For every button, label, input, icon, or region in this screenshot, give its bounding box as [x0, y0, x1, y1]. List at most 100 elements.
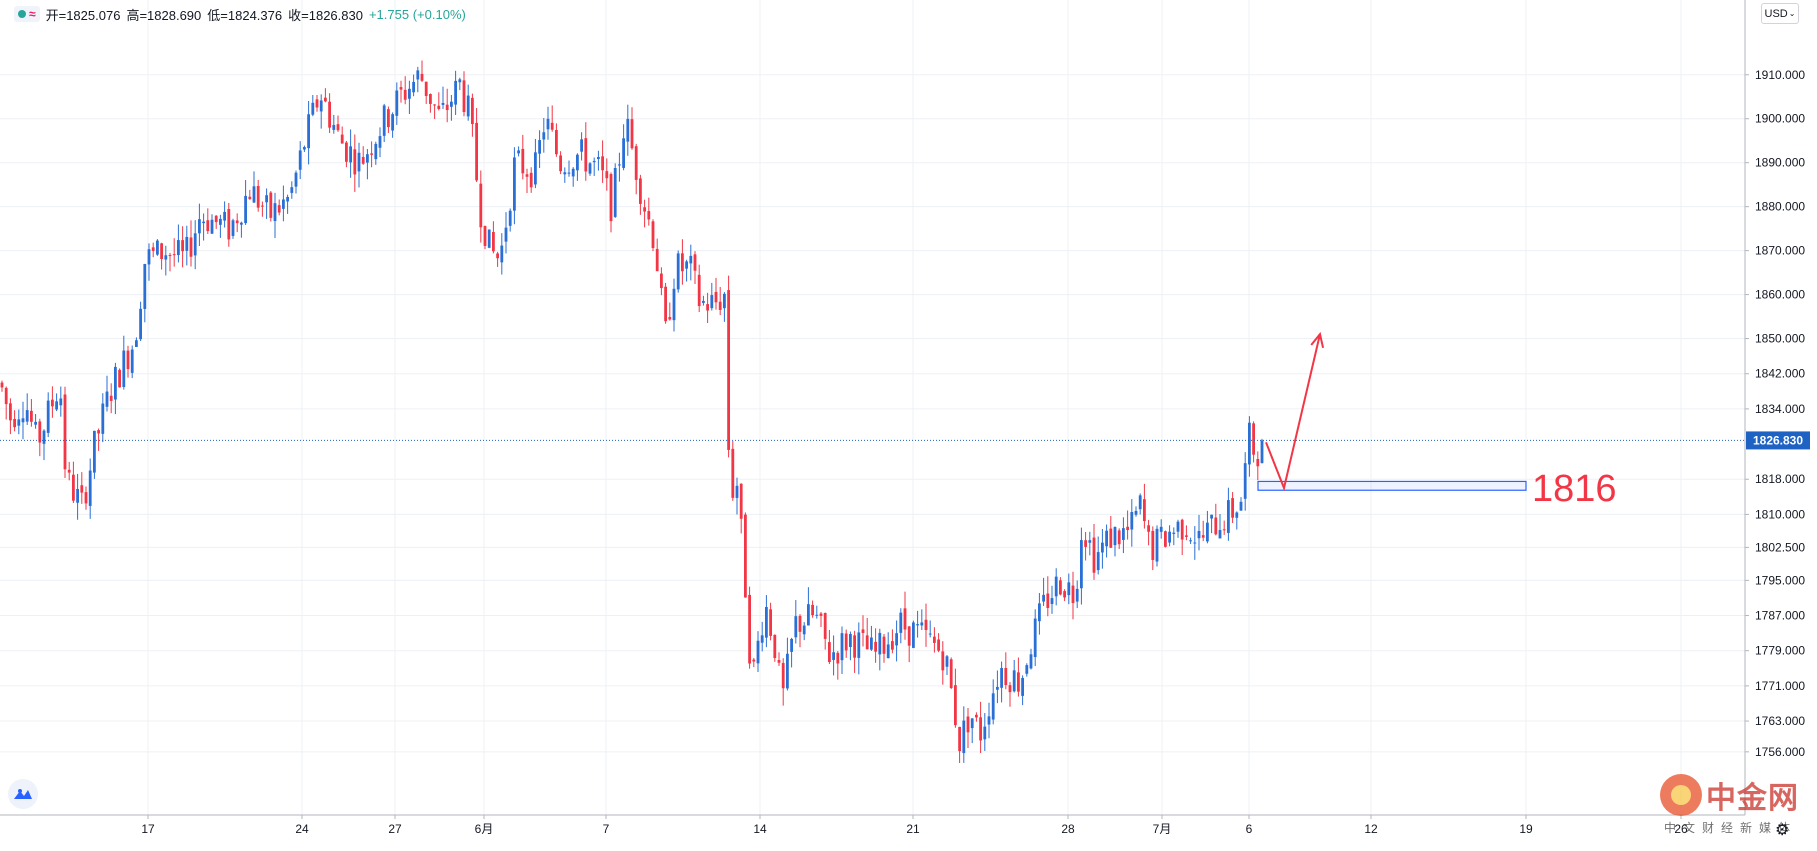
- candle-body: [844, 633, 848, 651]
- symbol-status[interactable]: ≈: [14, 6, 40, 22]
- support-zone-box[interactable]: [1257, 480, 1527, 491]
- candle: [1046, 576, 1050, 617]
- candle-body: [752, 659, 756, 662]
- currency-selector[interactable]: USD ⌄: [1761, 3, 1799, 24]
- candle-body: [298, 150, 302, 170]
- candle: [1101, 528, 1104, 569]
- candle: [294, 170, 298, 194]
- candle: [248, 189, 252, 200]
- candle-body: [1189, 540, 1192, 542]
- candle: [912, 620, 915, 649]
- projection-path[interactable]: [1265, 333, 1321, 492]
- candle-body: [471, 97, 474, 125]
- candle-body: [181, 240, 184, 252]
- candle-body: [760, 635, 764, 643]
- candle-body: [395, 90, 399, 116]
- candle-body: [907, 626, 911, 646]
- candle: [151, 242, 155, 258]
- candle-body: [307, 114, 310, 149]
- level-label: 1816: [1532, 468, 1617, 510]
- candle-body: [1029, 654, 1033, 669]
- candle: [1105, 524, 1108, 558]
- candle: [240, 221, 243, 238]
- candle-body: [811, 604, 814, 616]
- candle: [538, 130, 541, 169]
- candle: [1130, 499, 1134, 547]
- candle-body: [970, 718, 974, 729]
- candle-body: [328, 101, 331, 128]
- candle: [504, 212, 508, 254]
- settings-gear-icon[interactable]: ⚙: [1775, 822, 1790, 839]
- candle: [668, 302, 672, 321]
- candle: [382, 103, 386, 143]
- candle: [361, 146, 365, 165]
- candle-body: [1113, 527, 1117, 546]
- candle-body: [336, 124, 340, 131]
- candle: [857, 622, 861, 675]
- candle: [76, 473, 79, 520]
- candle-body: [991, 693, 995, 720]
- candle-body: [412, 81, 415, 93]
- tradingview-logo-icon[interactable]: [8, 779, 38, 809]
- y-tick-label: 1834.000: [1755, 402, 1805, 416]
- candle-body: [1096, 552, 1100, 571]
- candle-body: [735, 485, 739, 498]
- candle-body: [521, 148, 525, 174]
- candle-body: [1210, 514, 1213, 519]
- candle: [336, 115, 340, 132]
- candle: [1134, 506, 1138, 517]
- candle-body: [975, 714, 978, 718]
- candle: [525, 168, 529, 193]
- candle-body: [492, 231, 495, 252]
- candle-body: [508, 210, 512, 226]
- candle-body: [828, 642, 831, 663]
- candle-body: [546, 118, 550, 130]
- x-tick-label: 27: [388, 822, 402, 836]
- candle-body: [1218, 530, 1222, 539]
- candle-body: [294, 172, 298, 187]
- candle: [660, 267, 663, 296]
- candle: [265, 188, 268, 219]
- candle: [168, 252, 172, 272]
- candle-body: [391, 114, 394, 131]
- candle-body: [88, 470, 92, 506]
- candle-body: [17, 419, 21, 426]
- candle-body: [815, 614, 819, 616]
- y-tick-label: 1880.000: [1755, 200, 1805, 214]
- candle-body: [475, 122, 478, 181]
- candle: [387, 106, 390, 133]
- candle: [445, 88, 449, 123]
- candle-body: [429, 94, 432, 104]
- candle-body: [529, 172, 533, 188]
- candle-body: [979, 717, 982, 741]
- candle-body: [126, 350, 130, 370]
- candle: [584, 122, 588, 181]
- candle-body: [744, 514, 747, 598]
- candle-body: [895, 633, 898, 646]
- candle: [391, 112, 394, 138]
- candle-body: [987, 716, 991, 725]
- candle: [1004, 652, 1008, 690]
- candle-body: [361, 156, 365, 164]
- candle-body: [517, 150, 520, 154]
- candle: [664, 282, 667, 324]
- candle: [559, 151, 562, 175]
- candle: [450, 94, 453, 121]
- candle: [126, 345, 130, 378]
- candle: [1071, 571, 1075, 620]
- candle-body: [1239, 501, 1243, 511]
- candle: [63, 386, 67, 478]
- candle: [991, 679, 995, 725]
- y-tick-label: 1850.000: [1755, 332, 1805, 346]
- candle-body: [592, 160, 596, 163]
- candle-body: [718, 301, 722, 310]
- candle-body: [67, 469, 71, 473]
- candle-body: [1180, 519, 1184, 540]
- tradingview-logo-shape: [14, 789, 32, 799]
- candle-body: [164, 255, 168, 260]
- candle: [105, 375, 109, 412]
- candle-body: [1050, 598, 1054, 605]
- candle: [1012, 659, 1016, 693]
